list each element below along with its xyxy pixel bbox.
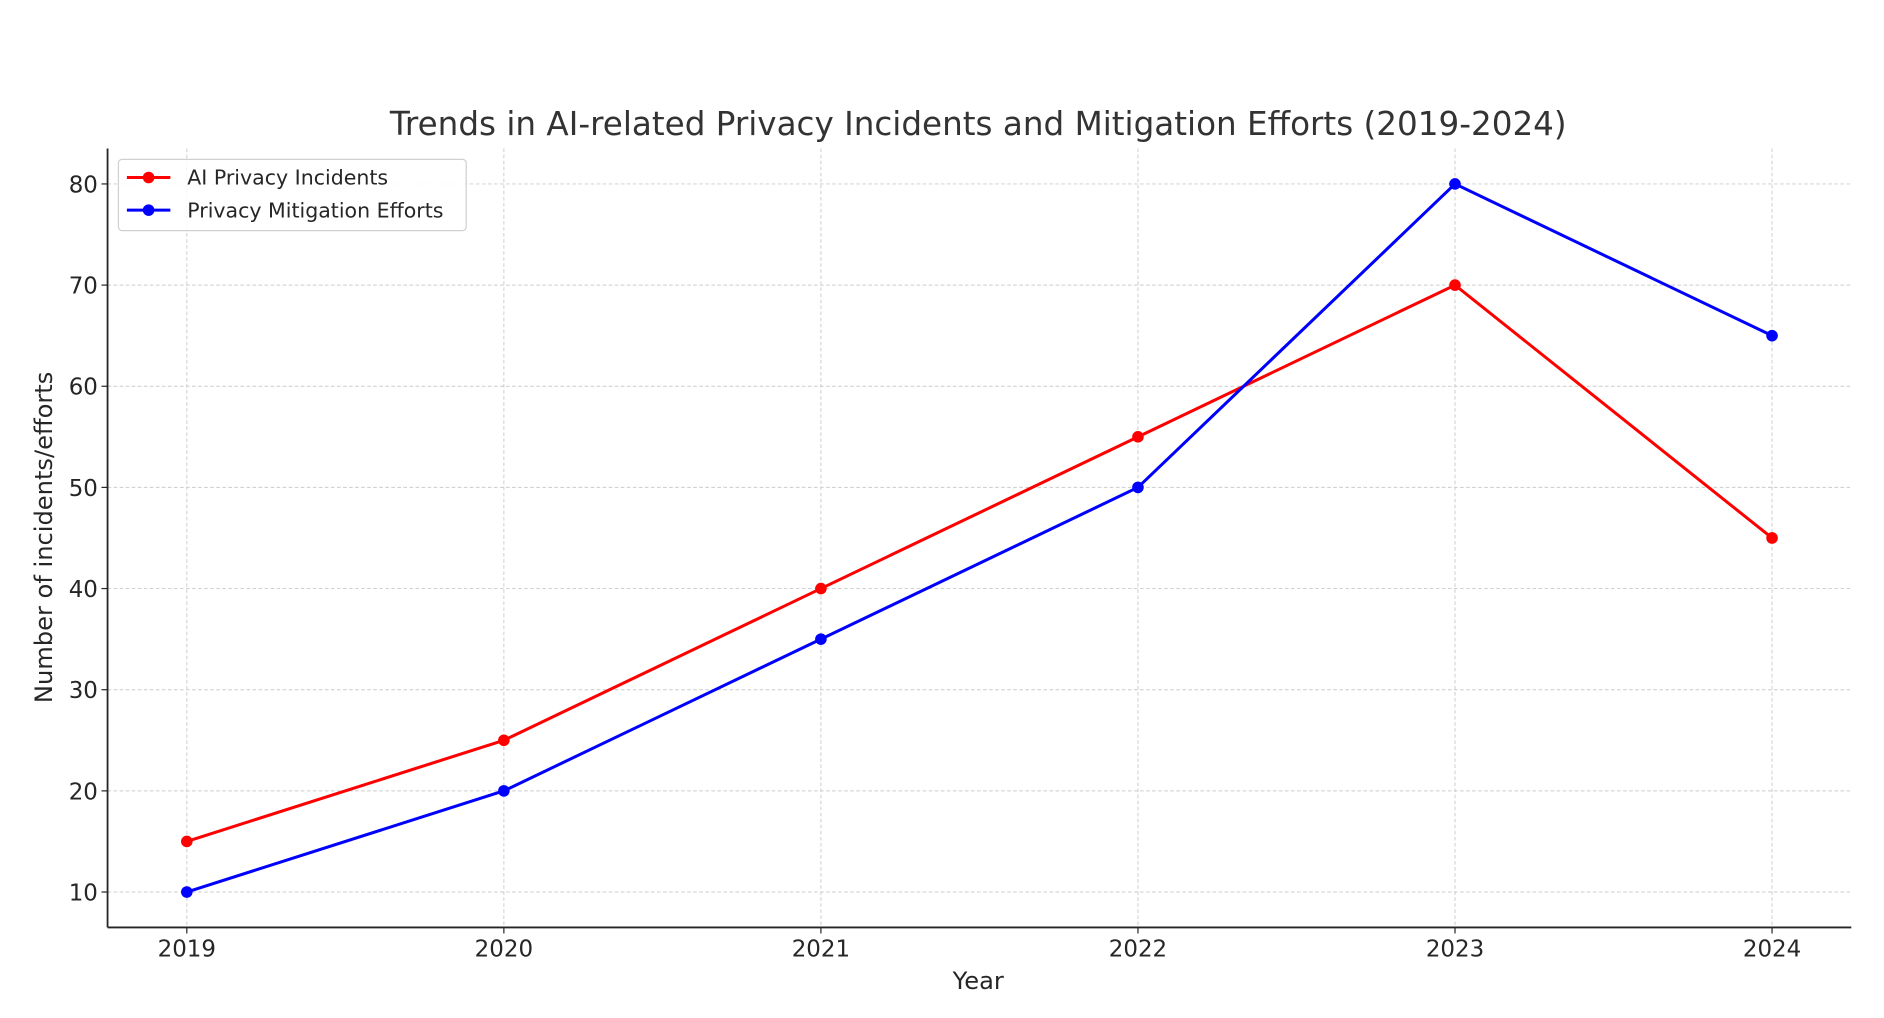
x-axis-label: Year	[952, 967, 1004, 995]
legend-label: AI Privacy Incidents	[187, 166, 388, 190]
y-tick-label: 20	[69, 779, 98, 805]
data-point	[1449, 178, 1461, 190]
data-point	[181, 886, 193, 898]
y-tick-label: 50	[69, 476, 98, 502]
x-tick-label: 2024	[1743, 936, 1801, 962]
grid	[107, 148, 1852, 928]
x-tick-label: 2019	[158, 936, 216, 962]
data-point	[1766, 532, 1778, 544]
data-point	[181, 835, 193, 848]
legend-label: Privacy Mitigation Efforts	[187, 198, 443, 222]
x-tick-label: 2023	[1426, 936, 1484, 962]
series-line	[186, 283, 1773, 843]
y-tick-label: 30	[69, 678, 98, 704]
x-tick-label: 2021	[792, 936, 850, 962]
data-point	[1766, 329, 1778, 342]
x-tick-label: 2022	[1109, 936, 1167, 962]
legend: AI Privacy Incidents Privacy Mitigation E…	[117, 158, 467, 232]
series-privacy-mitigation-efforts	[181, 178, 1778, 898]
legend-box	[117, 158, 467, 232]
y-tick-label: 10	[69, 880, 98, 906]
legend-marker	[142, 204, 155, 216]
y-tick-label: 60	[69, 375, 98, 401]
series-layer	[181, 178, 1778, 898]
data-point	[815, 633, 827, 645]
data-point	[1449, 279, 1461, 291]
data-point	[1132, 431, 1144, 443]
y-tick-label: 70	[69, 274, 98, 300]
series-ai-privacy-incidents	[181, 279, 1778, 848]
series-line	[186, 182, 1773, 894]
y-tick-label: 40	[69, 577, 98, 603]
data-point	[815, 582, 827, 595]
x-tick-label: 2020	[475, 936, 533, 962]
chart-title: Trends in AI-related Privacy Incidents a…	[389, 105, 1567, 143]
y-tick-label: 80	[69, 172, 98, 198]
data-point	[498, 734, 510, 747]
y-axis-label: Number of incidents/efforts	[30, 372, 58, 703]
legend-marker	[142, 171, 155, 184]
data-point	[498, 785, 510, 797]
data-point	[1132, 481, 1144, 494]
axes: 2019 2020 2021 2022 2023 2024 10 20 30 40 50 60 70 80	[69, 148, 1852, 962]
